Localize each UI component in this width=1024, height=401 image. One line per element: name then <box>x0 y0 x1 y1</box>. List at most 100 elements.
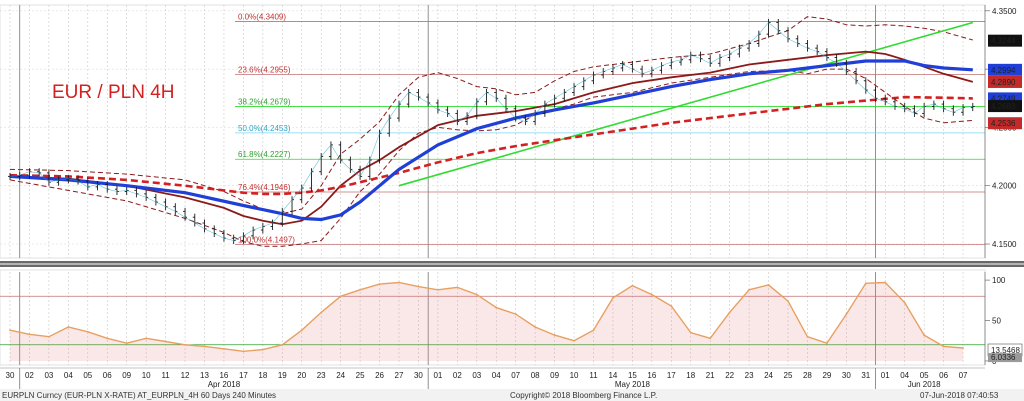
fib-level-label: 76.4%(4.1946) <box>238 183 291 192</box>
stoch-point <box>28 333 31 336</box>
x-tick-label: 31 <box>861 371 870 380</box>
stoch-point <box>592 329 595 332</box>
price-tick-label: 4.2000 <box>992 182 1017 191</box>
stoch-point <box>845 313 848 315</box>
fib-level-label: 50.0%(4.2453) <box>238 124 291 133</box>
stoch-point <box>709 337 712 340</box>
stoch-tag-2-label: 6.0336 <box>991 353 1016 362</box>
stoch-point <box>534 326 537 328</box>
stoch-point <box>378 283 381 286</box>
stoch-point <box>9 329 11 332</box>
x-tick-label: 15 <box>628 371 637 380</box>
x-tick-label: 18 <box>686 371 695 380</box>
x-tick-label: 22 <box>725 371 734 380</box>
x-tick-label: 03 <box>472 371 481 380</box>
x-tick-label: 07 <box>959 371 968 380</box>
bollinger-bands <box>9 16 973 247</box>
x-tick-label: 30 <box>842 371 851 380</box>
x-tick-label: 26 <box>375 371 384 380</box>
stoch-point <box>398 281 400 284</box>
x-tick-label: 24 <box>336 371 345 380</box>
x-tick-label: 16 <box>647 371 656 380</box>
stochastic-layer <box>9 281 964 361</box>
x-tick-label: 21 <box>706 371 715 380</box>
stoch-point <box>514 313 517 315</box>
stoch-pane <box>0 269 986 366</box>
stoch-point <box>145 337 148 340</box>
x-tick-label: 02 <box>25 371 34 380</box>
x-tick-label: 04 <box>64 371 73 380</box>
stoch-tag-2 <box>988 353 1022 363</box>
stoch-point <box>923 334 926 336</box>
stoch-tag-label: 13.5468 <box>991 346 1020 355</box>
x-tick-label: 27 <box>395 371 404 380</box>
x-tick-label: 03 <box>44 371 53 380</box>
x-tick-label: 29 <box>822 371 831 380</box>
price-tag-label: 4.3244 <box>991 37 1016 46</box>
stoch-point <box>903 301 906 304</box>
stoch-point <box>728 311 731 314</box>
stoch-point <box>359 288 361 291</box>
price-tag <box>988 100 1022 113</box>
stoch-point <box>67 326 70 328</box>
stoch-point <box>48 335 50 338</box>
stoch-point <box>689 331 692 334</box>
stoch-point <box>106 337 109 340</box>
stoch-point <box>164 340 167 343</box>
stoch-point <box>300 329 303 332</box>
x-tick-label: 08 <box>531 371 540 380</box>
price-tag-label: 4.2683 <box>991 102 1016 111</box>
x-tick-label: 13 <box>200 371 209 380</box>
price-tag-label: 4.2890 <box>991 78 1016 87</box>
stoch-point <box>281 343 284 346</box>
stoch-point <box>125 342 128 345</box>
x-tick-label: 23 <box>317 371 326 380</box>
stoch-point <box>553 334 556 336</box>
stoch-point <box>417 285 420 288</box>
x-tick-label: 14 <box>608 371 617 380</box>
stoch-point <box>339 295 342 298</box>
fib-level-label: 0.0%(4.3409) <box>238 12 286 21</box>
fib-level-label: 23.6%(4.2955) <box>238 65 291 74</box>
stoch-point <box>650 293 653 296</box>
price-pane <box>0 4 986 259</box>
stoch-point <box>242 350 245 353</box>
x-tick-label: 01 <box>433 371 442 380</box>
stoch-line <box>9 281 964 353</box>
stoch-tick-label: 100 <box>992 276 1006 285</box>
footer-center: Copyright© 2018 Bloomberg Finance L.P. <box>510 391 657 400</box>
x-tick-label: 25 <box>784 371 793 380</box>
stoch-point <box>612 296 614 299</box>
x-tick-label: 09 <box>550 371 559 380</box>
x-tick-label: 10 <box>142 371 151 380</box>
price-tag-label: 4.2994 <box>991 66 1016 75</box>
fib-level-label: 100.0%(4.1497) <box>238 235 295 244</box>
x-tick-label: 04 <box>900 371 909 380</box>
stoch-point <box>320 311 323 314</box>
stoch-area <box>10 282 963 361</box>
price-layer <box>8 18 975 245</box>
stoch-point <box>223 347 225 350</box>
trendline <box>398 21 974 187</box>
price-tick-label: 4.1500 <box>992 240 1017 249</box>
stoch-point <box>748 288 750 291</box>
x-tick-label: 05 <box>920 371 929 380</box>
bollinger-upper <box>9 16 973 215</box>
month-label: May 2018 <box>615 380 651 389</box>
footer-right: 07-Jun-2018 07:40:53 <box>920 391 999 400</box>
x-tick-label: 17 <box>667 371 676 380</box>
stoch-point <box>495 306 498 309</box>
stoch-point <box>884 281 887 284</box>
price-tag-label: 4.2536 <box>991 119 1016 128</box>
stoch-point <box>475 293 478 296</box>
x-tick-label: 17 <box>239 371 248 380</box>
price-tag <box>988 34 1022 47</box>
fib-level-label: 38.2%(4.2679) <box>238 98 291 107</box>
stoch-point <box>864 282 867 285</box>
price-tag-label: 4.2749 <box>991 94 1016 103</box>
x-tick-label: 02 <box>453 371 462 380</box>
stoch-point <box>942 345 945 348</box>
stoch-point <box>787 300 789 303</box>
